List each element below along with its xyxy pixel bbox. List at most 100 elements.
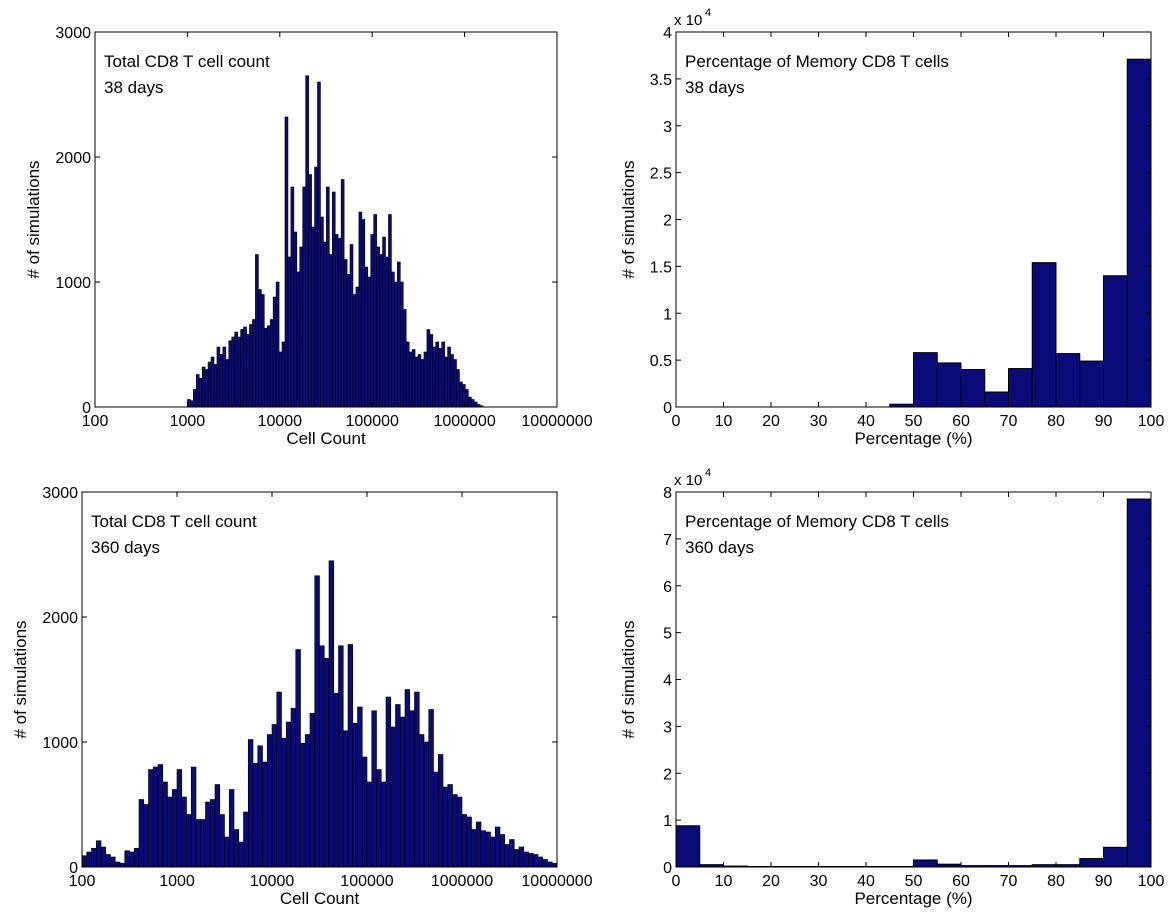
histogram-bar: [284, 116, 289, 408]
histogram-bar: [414, 691, 420, 868]
histogram-bar: [1055, 353, 1081, 408]
histogram-bar: [1126, 498, 1152, 868]
histogram-bar: [402, 309, 407, 408]
x-tick-label: 80: [1047, 413, 1065, 430]
histogram-bar: [490, 836, 496, 868]
histogram-bar: [480, 830, 487, 868]
histogram-bar: [428, 709, 434, 868]
histogram-bar: [380, 781, 387, 868]
histogram-bar: [119, 862, 126, 868]
x-tick-label: 30: [810, 413, 828, 430]
histogram-bar: [364, 266, 369, 408]
histogram-bar: [437, 754, 444, 868]
histogram-bar: [296, 271, 301, 408]
histogram-bar: [352, 722, 358, 868]
histogram-bar: [269, 319, 274, 408]
histogram-bar: [333, 692, 339, 868]
histogram-bar: [960, 369, 986, 408]
histogram-bar: [405, 341, 410, 408]
x-tick-label: 100: [69, 873, 96, 890]
x-axis-label: Percentage (%): [854, 429, 972, 448]
histogram-bar: [984, 391, 1009, 408]
y-tick-label: 0: [663, 860, 672, 877]
histogram-bar: [337, 237, 342, 408]
histogram-bar: [233, 829, 240, 868]
histogram-bar: [1031, 262, 1057, 408]
histogram-bar: [204, 369, 209, 408]
histogram-bar: [471, 829, 477, 868]
histogram-bar: [382, 236, 386, 408]
x-tick-label: 1000: [159, 873, 195, 890]
histogram-bar: [537, 856, 544, 868]
histogram-bar: [167, 796, 173, 868]
histogram-bar: [390, 726, 396, 868]
x-tick-label: 30: [810, 873, 828, 890]
histogram-bar: [331, 191, 336, 408]
histogram-bar: [408, 351, 413, 408]
histogram-bar: [110, 856, 116, 868]
y-tick-label: 1000: [55, 275, 91, 292]
histogram-bar: [176, 769, 183, 868]
histogram-bar: [334, 234, 339, 408]
histogram-bar: [404, 689, 411, 868]
histogram-bar: [329, 254, 333, 408]
histogram-bar: [311, 226, 315, 408]
histogram-bar: [86, 851, 92, 868]
histogram-bar: [370, 234, 374, 408]
histogram-bar: [290, 186, 295, 408]
y-tick-label: 3000: [42, 485, 78, 502]
histogram-bar: [371, 710, 377, 868]
histogram-bar: [423, 741, 430, 868]
x-tick-label: 20: [762, 413, 780, 430]
chart-title-line: 360 days: [685, 538, 754, 557]
chart-title-line: 38 days: [104, 78, 164, 97]
y-tick-label: 3: [663, 719, 672, 736]
x-axis-label: Cell Count: [280, 889, 360, 908]
histogram-bar: [442, 786, 449, 868]
chart-tl: 100 1000 10000 100000 1000000 10000000 0 1000 20…: [24, 25, 593, 448]
x-tick-label: 90: [1095, 873, 1113, 890]
histogram-bar: [358, 211, 363, 408]
histogram-bar: [414, 356, 419, 408]
histogram-bar: [513, 849, 520, 868]
histogram-bar: [444, 356, 448, 408]
histogram-bar: [361, 756, 368, 868]
x-tick-label: 20: [762, 873, 780, 890]
histogram-bar: [181, 796, 187, 868]
histogram-bar: [287, 256, 292, 408]
y-tick-label: 7: [663, 532, 672, 549]
histogram-bar: [247, 739, 254, 868]
x-tick-label: 1000000: [431, 873, 493, 890]
histogram-bar: [302, 186, 306, 408]
x-axis-label: Cell Count: [286, 429, 366, 448]
histogram-bar: [367, 276, 372, 408]
histogram-bar: [542, 859, 548, 868]
histogram-bar: [314, 575, 320, 868]
histogram-bar: [675, 825, 701, 868]
histogram-bar: [447, 346, 451, 408]
histogram-bar: [438, 347, 442, 408]
x-tick-label: 70: [1000, 873, 1018, 890]
histogram-bar: [319, 645, 325, 868]
histogram-bar: [452, 794, 458, 868]
histogram-bar: [243, 326, 247, 408]
x-tick-label: 100: [1138, 873, 1165, 890]
histogram-bar: [81, 855, 88, 868]
histogram-bar: [473, 401, 478, 408]
histogram-bar: [456, 369, 460, 408]
axes-frame: [94, 31, 558, 408]
histogram-bar: [499, 834, 506, 868]
y-tick-label: 2000: [55, 150, 91, 167]
histogram-bar: [129, 851, 135, 868]
y-tick-label: 0: [69, 860, 78, 877]
y-tick-label: 8: [663, 485, 672, 502]
histogram-bar: [209, 799, 216, 868]
chart-bl: 100 1000 10000 100000 1000000 10000000 0 1000 20…: [11, 485, 593, 908]
histogram-bar: [224, 836, 230, 868]
histogram-bar: [346, 274, 351, 408]
histogram-bar: [193, 389, 197, 408]
histogram-bar: [100, 846, 107, 868]
y-exponent-label: x 10: [674, 12, 702, 29]
histogram-bar: [210, 356, 215, 408]
bars-bl: [81, 560, 558, 868]
